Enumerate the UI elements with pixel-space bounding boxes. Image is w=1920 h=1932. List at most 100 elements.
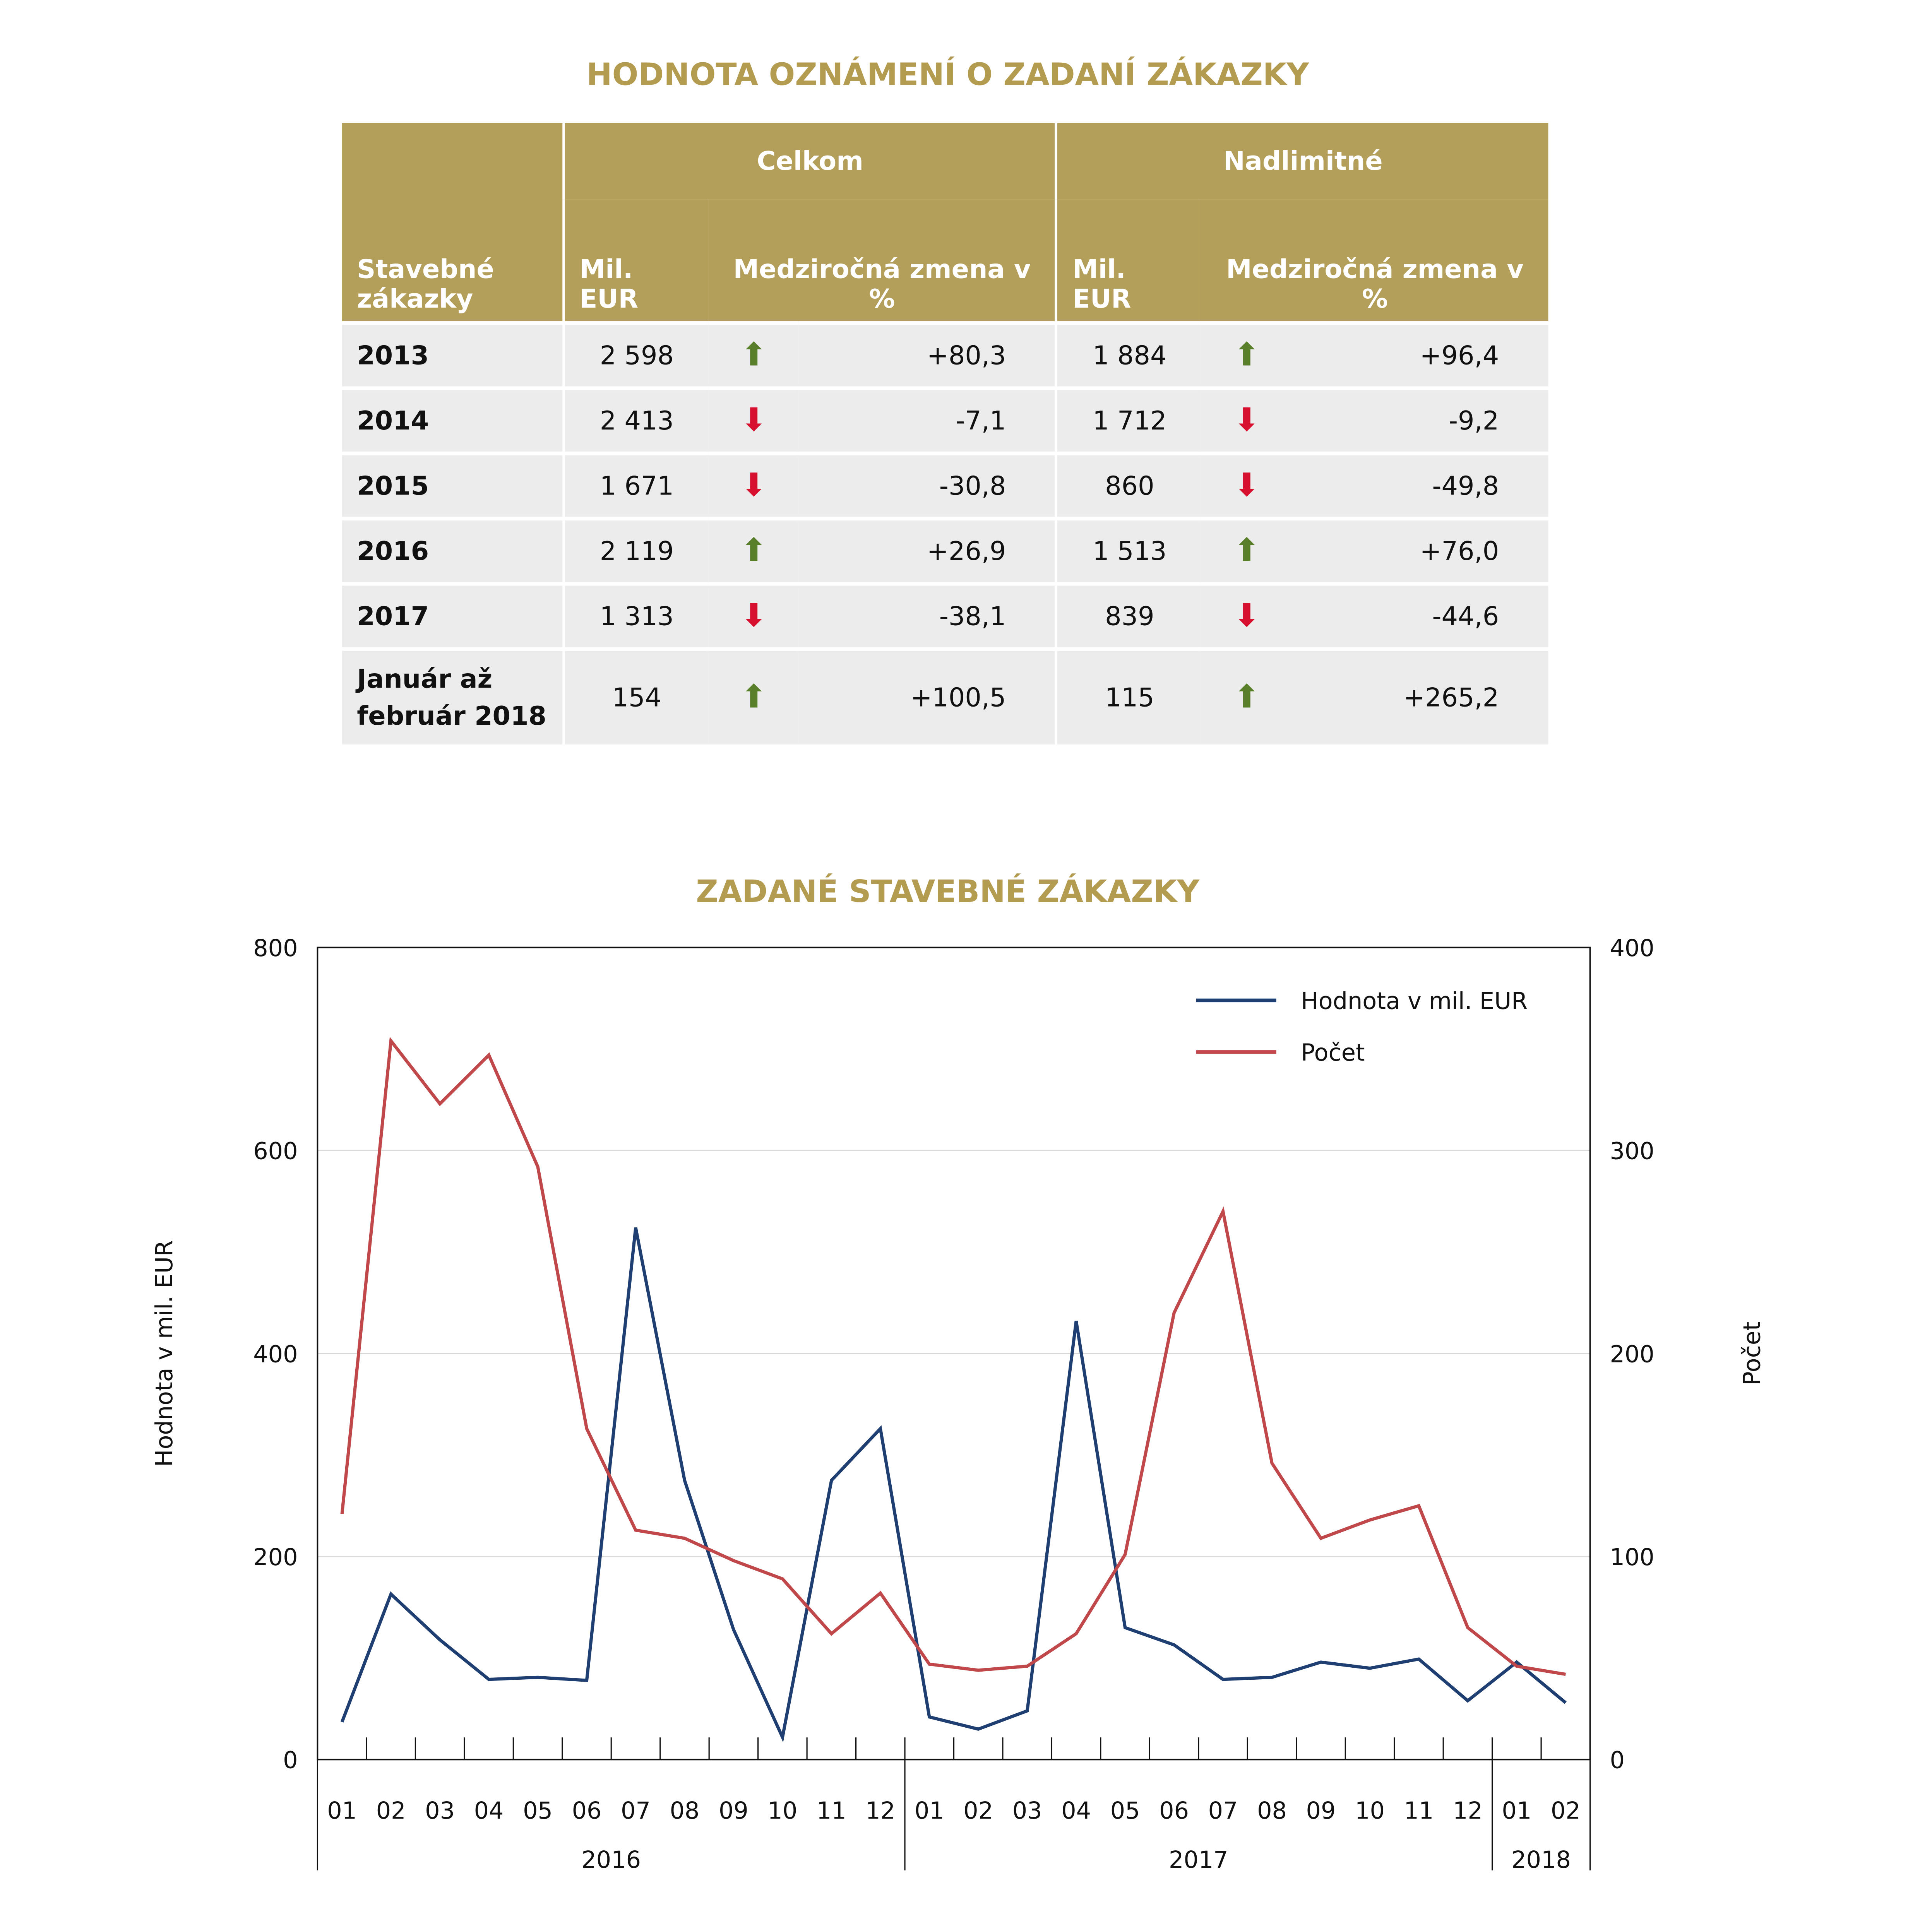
row-label: 2015 xyxy=(342,451,564,518)
trend: ⬆ xyxy=(709,647,799,744)
col-change: Medziročná zmena v % xyxy=(1201,199,1548,323)
x-tick-label: 08 xyxy=(1257,1797,1287,1824)
table-row: Január až február 2018 154 ⬆ +100,5 115 ⬆ +265… xyxy=(342,647,1548,744)
x-tick-label: 12 xyxy=(865,1797,895,1824)
x-tick-label: 04 xyxy=(474,1797,504,1824)
trend: ⬇ xyxy=(1201,385,1292,453)
table-row: 2017 1 313 ⬇ -38,1 839 ⬇ -44,6 xyxy=(342,581,1548,649)
arrow-up-icon: ⬆ xyxy=(740,336,767,374)
value-celkom: 154 xyxy=(562,647,709,744)
x-tick-label: 06 xyxy=(572,1797,602,1824)
x-tick-label: 02 xyxy=(963,1797,993,1824)
arrow-down-icon: ⬇ xyxy=(1233,467,1261,504)
y2-tick-label: 300 xyxy=(1610,1138,1654,1165)
change-celkom: -7,1 xyxy=(799,385,1057,453)
value-nadlimitne: 1 884 xyxy=(1055,320,1202,388)
series-line-hodnota xyxy=(340,1227,1567,1743)
row-label: 2013 xyxy=(342,320,564,388)
arrow-down-icon: ⬇ xyxy=(1233,402,1261,439)
x-tick-label: 01 xyxy=(915,1797,944,1824)
trend: ⬇ xyxy=(709,581,799,649)
year-label: 2016 xyxy=(581,1846,641,1874)
value-celkom: 1 671 xyxy=(562,451,709,518)
x-tick-label: 01 xyxy=(327,1797,357,1824)
arrow-up-icon: ⬆ xyxy=(1233,532,1261,569)
value-celkom: 1 313 xyxy=(562,581,709,649)
change-celkom: +100,5 xyxy=(799,647,1057,744)
legend-label: Hodnota v mil. EUR xyxy=(1301,988,1528,1015)
change-nadlimitne: +265,2 xyxy=(1292,647,1548,744)
x-tick-label: 12 xyxy=(1453,1797,1483,1824)
x-tick-label: 06 xyxy=(1159,1797,1189,1824)
arrow-down-icon: ⬇ xyxy=(740,402,767,439)
x-tick-label: 02 xyxy=(376,1797,406,1824)
arrow-down-icon: ⬇ xyxy=(740,467,767,504)
value-nadlimitne: 860 xyxy=(1055,451,1202,518)
x-tick-label: 05 xyxy=(523,1797,553,1824)
trend: ⬇ xyxy=(709,385,799,453)
trend: ⬇ xyxy=(709,451,799,518)
trend: ⬆ xyxy=(1201,516,1292,584)
data-point xyxy=(1565,1674,1566,1675)
arrow-up-icon: ⬆ xyxy=(740,679,767,716)
x-tick-label: 09 xyxy=(1306,1797,1336,1824)
table-row: 2016 2 119 ⬆ +26,9 1 513 ⬆ +76,0 xyxy=(342,516,1548,584)
data-point xyxy=(831,1480,832,1481)
row-header: Stavebné zákazky xyxy=(342,123,564,323)
y2-tick-label: 200 xyxy=(1610,1341,1654,1368)
trend: ⬆ xyxy=(1201,647,1292,744)
value-celkom: 2 119 xyxy=(562,516,709,584)
value-nadlimitne: 115 xyxy=(1055,647,1202,744)
x-tick-label: 08 xyxy=(670,1797,699,1824)
arrow-up-icon: ⬆ xyxy=(1233,336,1261,374)
x-tick-label: 03 xyxy=(1012,1797,1042,1824)
x-tick-label: 11 xyxy=(1404,1797,1434,1824)
group-header-celkom: Celkom xyxy=(562,123,1057,200)
x-tick-label: 07 xyxy=(1208,1797,1238,1824)
series-line-pocet xyxy=(340,1037,1566,1676)
y-tick-label: 800 xyxy=(253,935,298,962)
data-point xyxy=(635,1227,636,1228)
x-tick-label: 01 xyxy=(1502,1797,1531,1824)
trend: ⬇ xyxy=(1201,581,1292,649)
y-tick-label: 200 xyxy=(253,1544,298,1571)
col-change: Medziročná zmena v % xyxy=(709,199,1057,323)
value-nadlimitne: 1 712 xyxy=(1055,385,1202,453)
change-celkom: -38,1 xyxy=(799,581,1057,649)
table-row: 2015 1 671 ⬇ -30,8 860 ⬇ -49,8 xyxy=(342,451,1548,518)
data-point xyxy=(733,1629,734,1630)
y2-tick-label: 400 xyxy=(1610,935,1654,962)
group-header-nadlimitne: Nadlimitné xyxy=(1055,123,1548,200)
trend: ⬇ xyxy=(1201,451,1292,518)
value-nadlimitne: 839 xyxy=(1055,581,1202,649)
x-tick-label: 07 xyxy=(621,1797,651,1824)
row-label: 2016 xyxy=(342,516,564,584)
arrow-up-icon: ⬆ xyxy=(1233,679,1261,716)
change-celkom: -30,8 xyxy=(799,451,1057,518)
change-nadlimitne: -49,8 xyxy=(1292,451,1548,518)
y2-axis-label: Počet xyxy=(1738,1321,1766,1385)
change-nadlimitne: -9,2 xyxy=(1292,385,1548,453)
col-mil-eur: Mil. EUR xyxy=(562,199,709,323)
legend-label: Počet xyxy=(1301,1039,1365,1066)
x-tick-label: 10 xyxy=(767,1797,797,1824)
value-celkom: 2 413 xyxy=(562,385,709,453)
y-tick-label: 0 xyxy=(283,1747,298,1774)
change-celkom: +26,9 xyxy=(799,516,1057,584)
y-axis-label: Hodnota v mil. EUR xyxy=(151,1240,178,1467)
table-row: 2013 2 598 ⬆ +80,3 1 884 ⬆ +96,4 xyxy=(342,320,1548,388)
table-row: 2014 2 413 ⬇ -7,1 1 712 ⬇ -9,2 xyxy=(342,385,1548,453)
x-tick-label: 03 xyxy=(425,1797,455,1824)
x-tick-label: 11 xyxy=(817,1797,846,1824)
trend: ⬆ xyxy=(709,516,799,584)
year-label: 2017 xyxy=(1169,1846,1228,1874)
arrow-up-icon: ⬆ xyxy=(740,532,767,569)
change-celkom: +80,3 xyxy=(799,320,1057,388)
trend: ⬆ xyxy=(709,320,799,388)
y-tick-label: 600 xyxy=(253,1138,298,1165)
table-title: HODNOTA OZNÁMENÍ O ZADANÍ ZÁKAZKY xyxy=(586,56,1309,92)
value-celkom: 2 598 xyxy=(562,320,709,388)
row-label: 2017 xyxy=(342,581,564,649)
year-label: 2018 xyxy=(1511,1846,1571,1874)
